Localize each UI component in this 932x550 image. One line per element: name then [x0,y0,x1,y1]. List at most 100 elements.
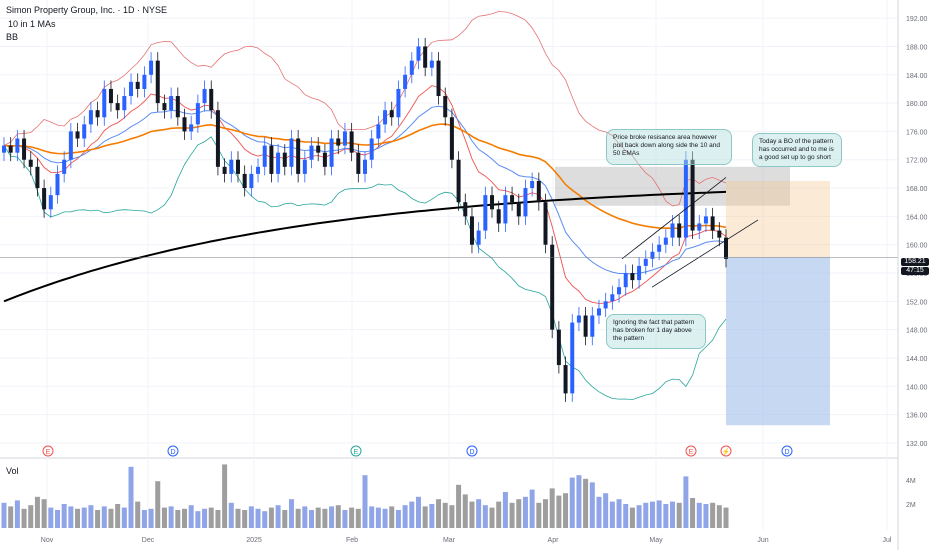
volume-bar [369,506,375,528]
candle-body [55,173,60,196]
candle-body [443,96,448,118]
volume-bar [61,504,67,528]
candle-body [590,315,595,337]
volume-bar [41,499,47,528]
price-tick-label: 140.00 [906,384,928,391]
candle-body [28,159,33,167]
volume-bar [121,507,127,528]
event-marker-label: D [784,449,789,456]
candle-body [42,188,47,210]
candle-body [222,166,227,174]
candle-body [670,223,675,238]
indicator-ma-label[interactable]: 10 in 1 MAs [8,19,56,29]
volume-bar [422,506,428,528]
volume-bar [563,493,569,528]
candle-body [316,145,321,153]
volume-bar [395,510,401,528]
annotation-resistance[interactable]: Price broke resisance area however pull … [606,129,732,165]
event-marker-label: E [689,449,694,456]
candle-body [256,166,261,174]
candle-body [356,152,361,174]
volume-bar [282,510,288,528]
time-tick-label: Mar [443,537,456,544]
volume-bar [603,493,609,528]
candle-body [490,195,495,210]
volume-bar [288,499,294,528]
candle-body [296,138,301,174]
sma-200-line [3,190,727,303]
bollinger-bands [3,11,727,401]
volume-bar [469,501,475,528]
bb-upper-line [3,11,727,207]
candle-body [336,138,341,146]
volume-bar [462,494,468,528]
candle-body [289,138,294,167]
annotation-ignore[interactable]: Ignoring the fact that pattern has broke… [606,314,706,349]
candle-body [48,195,53,210]
candle-body [403,74,408,89]
candle-body [650,251,655,259]
volume-bar [683,476,689,528]
indicator-bb-label[interactable]: BB [6,32,19,42]
candle-body [169,96,174,111]
volume-bar [155,481,161,528]
candle-body [409,60,414,75]
candle-body [135,81,140,89]
volume-bar [215,510,221,528]
volume-bar [482,505,488,528]
volume-bar [168,506,174,528]
candle-body [469,216,474,245]
time-tick-label: Feb [346,537,358,544]
candle-body [235,159,240,174]
volume-bar [502,492,508,528]
candle-body [690,159,695,231]
candle-body [95,110,100,118]
channel-lower-line [651,219,759,288]
volume-bar [509,502,515,528]
volume-bar [322,508,328,528]
time-tick-label: Nov [41,537,54,544]
volume-bar [342,510,348,528]
candle-body [583,315,588,337]
volume-bar [75,508,81,528]
candle-body [349,131,354,153]
volume-bar [389,506,395,528]
volume-bar [362,475,368,528]
time-tick-label: May [649,537,663,544]
pattern-trendlines [621,177,759,288]
candle-body [202,88,207,104]
volume-bar [415,496,421,528]
event-marker-label: E [46,449,51,456]
candle-body [162,103,167,111]
candle-body [710,216,715,231]
annotation-breakout[interactable]: Today a BO of the pattern has occurred a… [752,133,842,167]
volume-bar [335,505,341,528]
volume-bar [489,507,495,528]
volume-bar [569,477,575,528]
volume-bar [21,508,27,528]
volume-bar [690,498,696,528]
volume-bar [202,508,208,528]
event-marker-label: E [354,449,359,456]
volume-bar [235,508,241,528]
volume-bar [696,502,702,528]
candle-body [396,88,401,118]
candle-body [530,180,535,189]
volume-bar [34,496,40,528]
volume-bar [623,504,629,528]
event-marker-label: ⚡ [722,447,731,456]
candle-body [82,124,87,139]
event-marker-label: D [469,449,474,456]
candle-body [610,294,615,302]
price-tick-label: 192.00 [906,16,928,23]
volume-tick-label: 2M [906,502,916,509]
candle-body [215,110,220,167]
volume-bars [1,464,729,528]
price-tick-label: 160.00 [906,243,928,250]
event-marker-dividend [781,445,793,457]
volume-bar [302,506,308,528]
candle-body [603,301,608,309]
candle-body [697,223,702,231]
candle-body [15,138,20,153]
